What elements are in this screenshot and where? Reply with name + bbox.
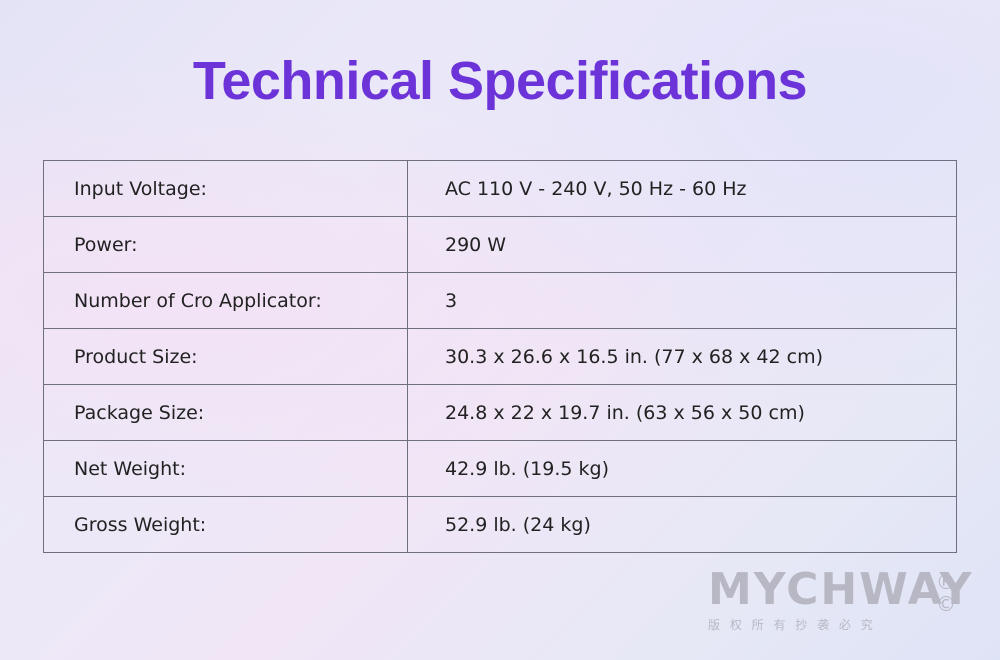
spec-value: 30.3 x 26.6 x 16.5 in. (77 x 68 x 42 cm): [407, 328, 957, 385]
spec-label: Power:: [43, 216, 408, 273]
spec-label: Input Voltage:: [43, 160, 408, 217]
watermark-copyright: ©: [936, 592, 956, 616]
spec-row: Product Size: 30.3 x 26.6 x 16.5 in. (77 …: [43, 328, 957, 385]
spec-label: Net Weight:: [43, 440, 408, 497]
spec-value: 3: [407, 272, 957, 329]
watermark-registered: ®: [936, 570, 956, 594]
watermark: MYCHWAY ® © 版 权 所 有 抄 袭 必 究: [708, 568, 973, 633]
spec-value: 42.9 lb. (19.5 kg): [407, 440, 957, 497]
spec-value: 52.9 lb. (24 kg): [407, 496, 957, 553]
spec-row: Net Weight: 42.9 lb. (19.5 kg): [43, 440, 957, 497]
spec-label: Product Size:: [43, 328, 408, 385]
spec-value: 290 W: [407, 216, 957, 273]
spec-row: Gross Weight: 52.9 lb. (24 kg): [43, 496, 957, 553]
spec-row: Number of Cro Applicator: 3: [43, 272, 957, 329]
title: Technical Specifications: [192, 51, 808, 111]
watermark-brand: MYCHWAY: [708, 564, 974, 615]
watermark-notice: 版 权 所 有 抄 袭 必 究: [708, 618, 876, 632]
spec-row: Package Size: 24.8 x 22 x 19.7 in. (63 x …: [43, 384, 957, 441]
spec-value: 24.8 x 22 x 19.7 in. (63 x 56 x 50 cm): [407, 384, 957, 441]
spec-row: Power: 290 W: [43, 216, 957, 273]
spec-row: Input Voltage: AC 110 V - 240 V, 50 Hz - …: [43, 160, 957, 217]
spec-table: Input Voltage: AC 110 V - 240 V, 50 Hz - …: [43, 160, 957, 553]
spec-value: AC 110 V - 240 V, 50 Hz - 60 Hz: [407, 160, 957, 217]
spec-label: Package Size:: [43, 384, 408, 441]
spec-label: Gross Weight:: [43, 496, 408, 553]
spec-label: Number of Cro Applicator:: [43, 272, 408, 329]
